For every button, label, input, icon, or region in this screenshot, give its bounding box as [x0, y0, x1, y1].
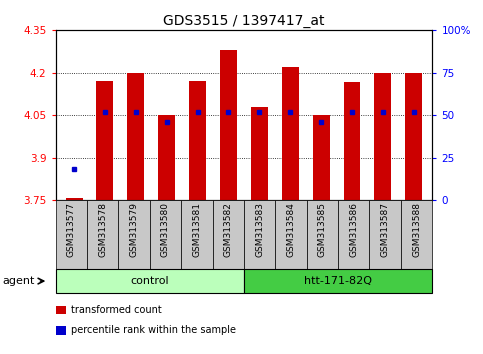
Text: transformed count: transformed count	[71, 305, 162, 315]
Bar	[343, 82, 360, 200]
Text: GSM313582: GSM313582	[224, 202, 233, 257]
Text: control: control	[130, 276, 169, 286]
Text: GSM313577: GSM313577	[67, 202, 76, 257]
Bar	[189, 81, 206, 200]
Text: percentile rank within the sample: percentile rank within the sample	[71, 325, 237, 335]
Bar	[313, 115, 329, 200]
Bar	[158, 115, 175, 200]
Text: agent: agent	[2, 276, 35, 286]
Text: htt-171-82Q: htt-171-82Q	[304, 276, 372, 286]
Text: GSM313584: GSM313584	[286, 202, 296, 257]
Text: GSM313587: GSM313587	[381, 202, 390, 257]
Bar	[374, 73, 391, 200]
Bar	[66, 198, 83, 200]
Text: GSM313580: GSM313580	[161, 202, 170, 257]
Bar	[405, 73, 422, 200]
Text: GSM313588: GSM313588	[412, 202, 421, 257]
Text: GSM313581: GSM313581	[192, 202, 201, 257]
Text: GSM313585: GSM313585	[318, 202, 327, 257]
Text: GSM313578: GSM313578	[98, 202, 107, 257]
Bar	[97, 81, 114, 200]
Bar	[251, 107, 268, 200]
Bar	[220, 50, 237, 200]
Bar	[128, 73, 144, 200]
Text: GSM313583: GSM313583	[255, 202, 264, 257]
Title: GDS3515 / 1397417_at: GDS3515 / 1397417_at	[163, 14, 325, 28]
Text: GSM313586: GSM313586	[349, 202, 358, 257]
Text: GSM313579: GSM313579	[129, 202, 139, 257]
Bar	[282, 67, 298, 200]
